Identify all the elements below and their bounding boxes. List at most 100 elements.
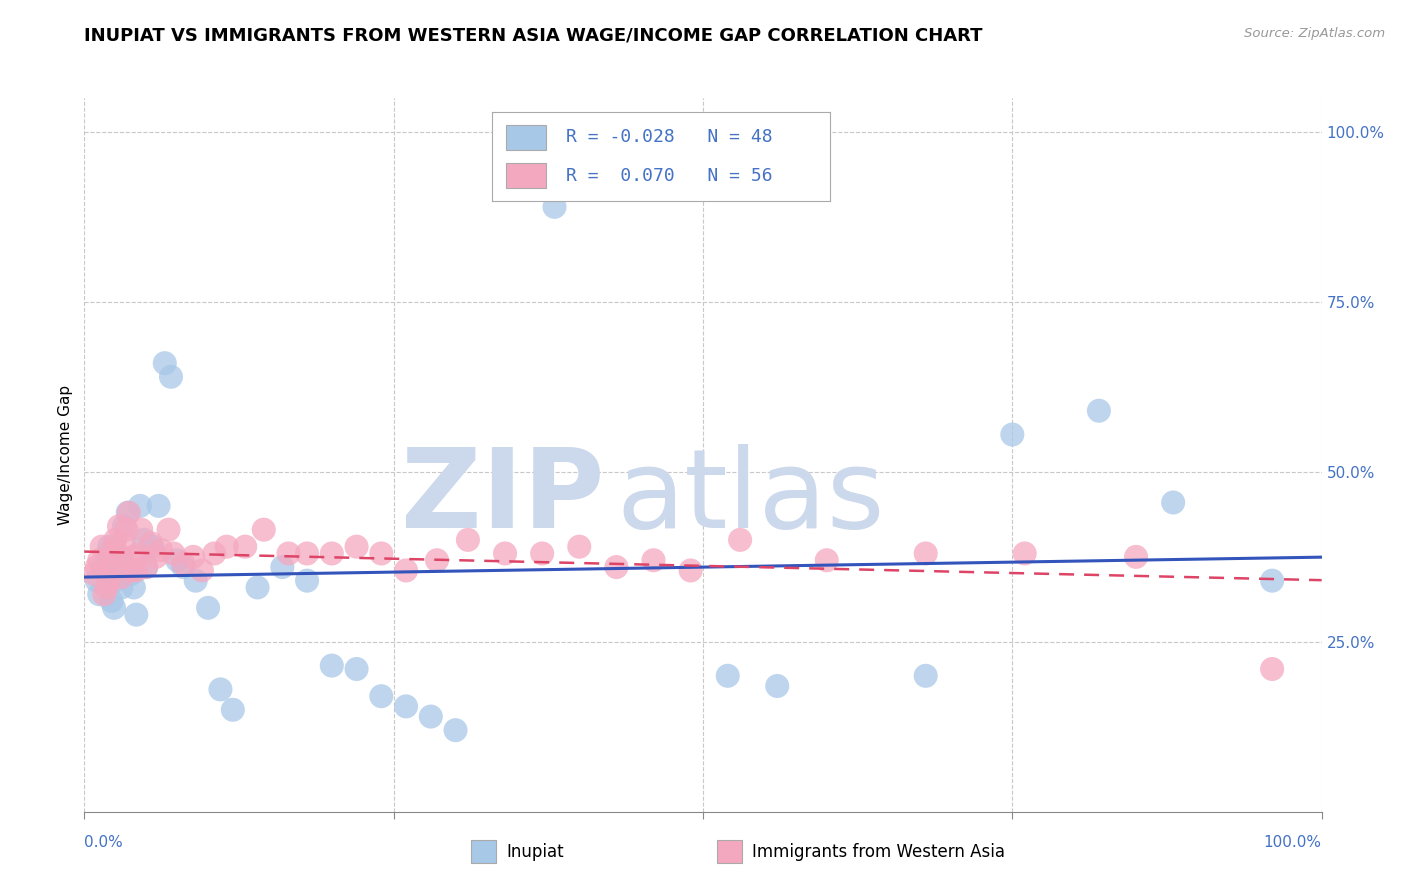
Text: R =  0.070   N = 56: R = 0.070 N = 56 [567, 167, 773, 185]
Text: ZIP: ZIP [401, 444, 605, 551]
Point [104, 574, 127, 588]
Point [253, 523, 276, 537]
Point [118, 506, 141, 520]
Point [531, 546, 554, 560]
Point [90, 540, 112, 554]
Text: INUPIAT VS IMMIGRANTS FROM WESTERN ASIA WAGE/INCOME GAP CORRELATION CHART: INUPIAT VS IMMIGRANTS FROM WESTERN ASIA … [84, 27, 983, 45]
Point [150, 543, 173, 558]
Text: Source: ZipAtlas.com: Source: ZipAtlas.com [1244, 27, 1385, 40]
Point [100, 566, 122, 581]
Point [191, 564, 214, 578]
Point [135, 560, 157, 574]
Point [717, 669, 740, 683]
Text: 0.0%: 0.0% [84, 836, 124, 850]
Point [605, 560, 627, 574]
Point [277, 546, 299, 560]
Point [110, 581, 132, 595]
Point [321, 658, 343, 673]
Point [103, 600, 125, 615]
Point [209, 682, 232, 697]
Point [83, 566, 105, 581]
Text: 100.0%: 100.0% [1264, 836, 1322, 850]
Point [100, 546, 122, 560]
Point [202, 546, 225, 560]
Point [98, 560, 121, 574]
Point [108, 560, 131, 574]
Point [120, 564, 142, 578]
Point [395, 564, 418, 578]
Point [643, 553, 665, 567]
Point [914, 546, 936, 560]
Point [129, 499, 152, 513]
Point [128, 546, 150, 560]
Point [1125, 549, 1147, 564]
Point [98, 546, 121, 560]
Point [295, 546, 318, 560]
Point [815, 553, 838, 567]
Point [104, 533, 127, 547]
Point [1014, 546, 1036, 560]
Point [110, 549, 132, 564]
FancyBboxPatch shape [506, 125, 546, 150]
Point [141, 536, 163, 550]
Point [494, 546, 516, 560]
Point [728, 533, 751, 547]
Point [166, 553, 188, 567]
Point [160, 369, 183, 384]
Point [370, 689, 392, 703]
Point [145, 549, 167, 564]
Point [108, 519, 131, 533]
Point [444, 723, 467, 738]
Point [100, 553, 122, 567]
Point [96, 566, 118, 581]
Point [112, 519, 135, 533]
Point [117, 506, 139, 520]
Point [679, 564, 702, 578]
Point [110, 570, 132, 584]
Point [89, 587, 111, 601]
Point [568, 540, 591, 554]
Point [426, 553, 449, 567]
Text: Immigrants from Western Asia: Immigrants from Western Asia [752, 843, 1005, 861]
Point [1161, 495, 1184, 509]
Text: Inupiat: Inupiat [506, 843, 564, 861]
Point [103, 540, 125, 554]
Point [246, 581, 269, 595]
Text: R = -0.028   N = 48: R = -0.028 N = 48 [567, 128, 773, 146]
Text: atlas: atlas [616, 444, 884, 551]
Point [1261, 662, 1284, 676]
Point [172, 557, 194, 571]
Point [141, 540, 163, 554]
Point [766, 679, 789, 693]
Point [346, 540, 368, 554]
Point [197, 600, 219, 615]
FancyBboxPatch shape [506, 163, 546, 188]
Point [86, 574, 108, 588]
Point [321, 546, 343, 560]
Point [148, 499, 170, 513]
Point [157, 523, 180, 537]
Point [1088, 403, 1111, 417]
Point [122, 549, 145, 564]
Point [115, 523, 138, 537]
Point [112, 536, 135, 550]
Point [93, 587, 115, 601]
Point [215, 540, 238, 554]
Point [181, 549, 204, 564]
Point [395, 699, 418, 714]
Point [222, 703, 245, 717]
Point [172, 560, 194, 574]
Point [125, 564, 148, 578]
Point [295, 574, 318, 588]
Point [271, 560, 294, 574]
Point [1001, 427, 1024, 442]
Point [100, 594, 122, 608]
Point [135, 560, 157, 574]
Point [122, 581, 145, 595]
Point [419, 709, 441, 723]
Point [120, 566, 142, 581]
Point [153, 356, 176, 370]
Point [184, 574, 207, 588]
Point [89, 553, 111, 567]
Point [98, 574, 121, 588]
